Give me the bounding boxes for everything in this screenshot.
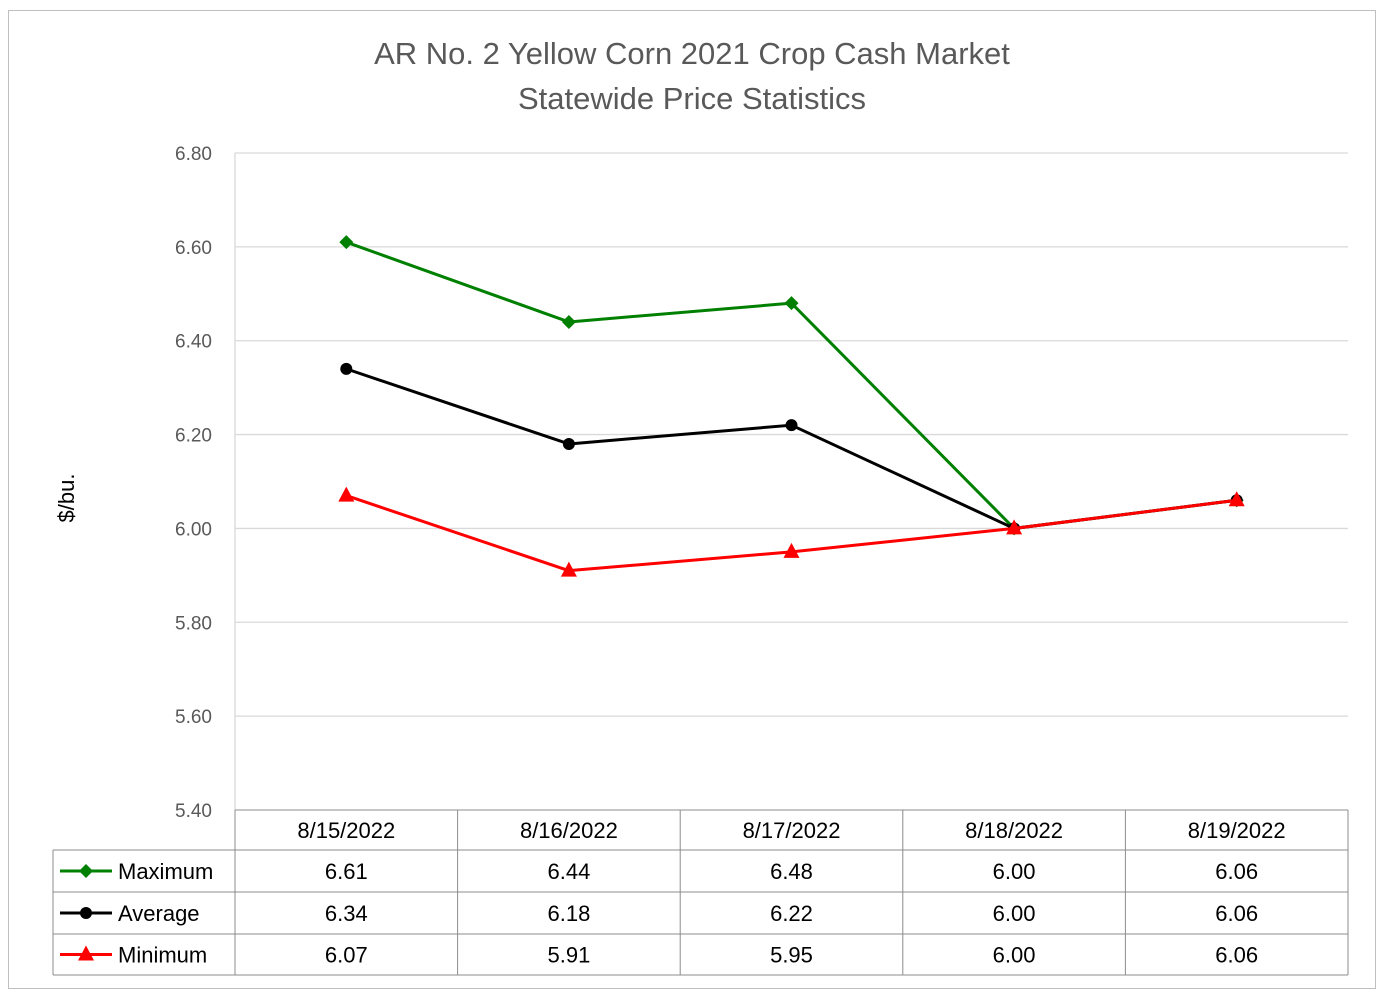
table-cell-value: 6.00 xyxy=(993,859,1036,884)
table-cell-value: 6.22 xyxy=(770,901,813,926)
data-point-average xyxy=(562,437,575,450)
series-line-maximum xyxy=(345,240,1237,530)
table-cell-value: 6.34 xyxy=(325,901,368,926)
table-cell-value: 6.00 xyxy=(993,901,1036,926)
x-category-label: 8/17/2022 xyxy=(743,818,841,843)
table-cell-value: 6.18 xyxy=(547,901,590,926)
legend-label-minimum: Minimum xyxy=(118,943,207,968)
data-point-maximum xyxy=(784,296,799,311)
table-cell-value: 6.06 xyxy=(1215,943,1258,968)
table-cell-value: 6.06 xyxy=(1215,901,1258,926)
table-cell-value: 6.61 xyxy=(325,859,368,884)
table-cell-value: 6.06 xyxy=(1215,859,1258,884)
data-point-minimum xyxy=(1006,519,1023,535)
legend-marker-maximum xyxy=(79,864,93,878)
data-point-minimum xyxy=(1228,491,1245,507)
y-tick-label: 5.80 xyxy=(175,613,212,634)
data-point-minimum xyxy=(560,561,577,577)
table-cell-value: 5.91 xyxy=(547,943,590,968)
y-tick-label: 6.60 xyxy=(175,238,212,259)
y-tick-label: 6.40 xyxy=(175,332,212,353)
y-tick-label: 6.80 xyxy=(175,144,212,165)
y-tick-label: 6.20 xyxy=(175,426,212,447)
y-tick-label: 6.00 xyxy=(175,519,212,540)
chart-title: AR No. 2 Yellow Corn 2021 Crop Cash Mark… xyxy=(374,36,1010,71)
data-point-maximum xyxy=(561,314,576,329)
legend-label-average: Average xyxy=(118,901,200,926)
data-point-minimum xyxy=(783,542,800,558)
chart-frame xyxy=(8,10,1376,989)
data-point-minimum xyxy=(338,486,355,502)
data-point-average xyxy=(340,362,353,375)
y-tick-label: 5.40 xyxy=(175,801,212,822)
legend-marker-average xyxy=(80,907,92,919)
series-line-average xyxy=(345,367,1237,530)
series-line-minimum xyxy=(345,494,1237,573)
x-category-label: 8/16/2022 xyxy=(520,818,618,843)
x-category-label: 8/19/2022 xyxy=(1188,818,1286,843)
chart-subtitle: Statewide Price Statistics xyxy=(517,81,867,116)
table-cell-value: 5.95 xyxy=(770,943,813,968)
data-point-maximum xyxy=(339,235,354,250)
x-category-label: 8/15/2022 xyxy=(297,818,395,843)
table-cell-value: 6.44 xyxy=(547,859,590,884)
x-category-label: 8/18/2022 xyxy=(965,818,1063,843)
table-cell-value: 6.48 xyxy=(770,859,813,884)
table-cell-value: 6.07 xyxy=(325,943,368,968)
table-cell-value: 6.00 xyxy=(993,943,1036,968)
y-tick-label: 5.60 xyxy=(175,707,212,728)
legend-label-maximum: Maximum xyxy=(118,859,213,884)
data-point-average xyxy=(785,419,798,432)
legend-marker-minimum xyxy=(78,945,94,961)
